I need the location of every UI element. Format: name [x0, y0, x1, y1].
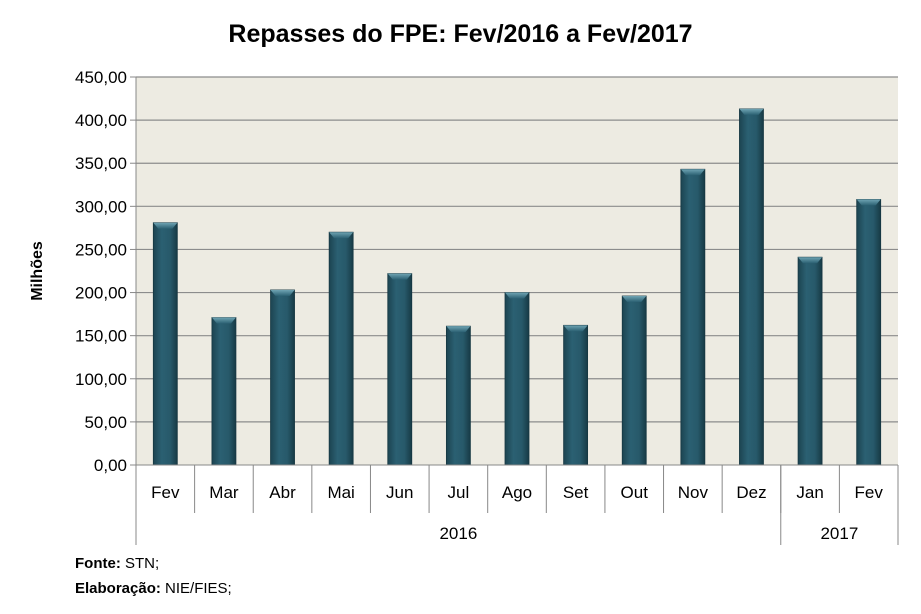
x-tick-label: Jan: [796, 483, 823, 502]
x-tick-label: Nov: [678, 483, 709, 502]
bar: [211, 317, 237, 466]
bar-bevel: [270, 289, 295, 296]
y-tick-label: 100,00: [75, 370, 127, 389]
x-tick-label: Jul: [448, 483, 470, 502]
author-value: NIE/FIES;: [165, 580, 232, 597]
bar-bevel: [798, 257, 823, 264]
x-tick-label: Dez: [736, 483, 766, 502]
x-tick-label: Fev: [855, 483, 884, 502]
group-label: 2017: [820, 524, 858, 543]
bar: [856, 199, 882, 466]
x-tick-label: Jun: [386, 483, 413, 502]
bar: [152, 222, 178, 466]
source-label: Fonte:: [75, 555, 121, 572]
y-tick-label: 200,00: [75, 284, 127, 303]
bar: [680, 168, 706, 466]
author-label: Elaboração:: [75, 580, 161, 597]
y-tick-label: 400,00: [75, 111, 127, 130]
x-tick-label: Fev: [151, 483, 180, 502]
bar-bevel: [622, 296, 647, 303]
bar: [504, 292, 530, 466]
x-tick-label: Mai: [327, 483, 354, 502]
bar: [270, 289, 295, 466]
bar-bevel: [680, 169, 705, 176]
bar: [387, 273, 413, 466]
chart-title: Repasses do FPE: Fev/2016 a Fev/2017: [228, 20, 693, 48]
y-tick-label: 0,00: [94, 456, 127, 475]
bar-bevel: [563, 325, 588, 332]
y-axis-label: Milhões: [29, 241, 46, 301]
bar-bevel: [153, 222, 178, 229]
y-tick-label: 350,00: [75, 154, 127, 173]
bar: [621, 295, 647, 466]
y-tick-label: 250,00: [75, 240, 127, 259]
bar: [797, 256, 823, 466]
y-tick-label: 50,00: [84, 413, 127, 432]
author-note: Elaboração: NIE/FIES;: [75, 580, 232, 597]
y-tick-label: 150,00: [75, 327, 127, 346]
bar: [739, 108, 764, 466]
bar-bevel: [387, 273, 412, 280]
y-tick-label: 300,00: [75, 197, 127, 216]
bar: [445, 325, 471, 466]
x-tick-label: Set: [563, 483, 589, 502]
bar-bevel: [329, 232, 354, 239]
group-label: 2016: [439, 524, 477, 543]
bar-bevel: [739, 108, 764, 115]
bar: [563, 324, 589, 466]
y-tick-label: 450,00: [75, 68, 127, 87]
bar-bevel: [446, 326, 471, 333]
bar: [328, 231, 354, 466]
source-value: STN;: [125, 555, 160, 572]
source-note: Fonte: STN;: [75, 555, 159, 572]
x-tick-label: Out: [621, 483, 649, 502]
bar-bevel: [211, 317, 236, 324]
x-tick-label: Mar: [209, 483, 239, 502]
x-tick-label: Abr: [269, 483, 296, 502]
x-tick-label: Ago: [502, 483, 532, 502]
bar-bevel: [505, 292, 529, 299]
bar-bevel: [856, 199, 881, 206]
